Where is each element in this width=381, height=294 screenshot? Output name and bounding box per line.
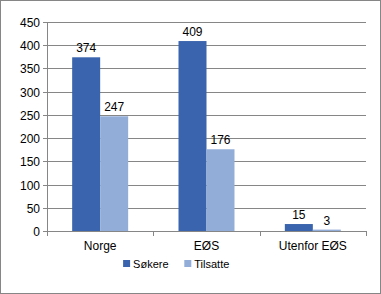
- y-tick-label: 450: [20, 16, 40, 30]
- x-axis: [47, 231, 366, 232]
- grid-line: [47, 231, 366, 232]
- legend-label: Søkere: [133, 258, 168, 270]
- x-tick: [47, 231, 48, 236]
- data-label: 374: [76, 41, 96, 55]
- y-tick-label: 200: [20, 132, 40, 146]
- y-tick: [43, 45, 47, 46]
- x-tick-label: Utenfor EØS: [279, 239, 347, 253]
- data-label: 176: [210, 133, 230, 147]
- y-tick: [43, 22, 47, 23]
- chart-root: 0 50 100 150 200 250 300 350 400 450 374 409 15 247 17…: [0, 0, 381, 294]
- y-tick: [43, 92, 47, 93]
- x-tick-label: EØS: [194, 239, 219, 253]
- legend-swatch: [184, 260, 191, 267]
- legend-swatch: [123, 260, 130, 267]
- y-tick: [43, 161, 47, 162]
- y-tick-label: 0: [33, 225, 40, 239]
- y-axis: [47, 22, 48, 231]
- legend-label: Tilsatte: [194, 258, 229, 270]
- grid-line: [47, 22, 366, 23]
- bar: [313, 230, 341, 231]
- y-tick-label: 100: [20, 179, 40, 193]
- legend: Søkere Tilsatte: [123, 258, 229, 270]
- bars: [72, 41, 341, 231]
- bar: [285, 224, 313, 231]
- bar: [72, 57, 100, 231]
- y-tick: [43, 208, 47, 209]
- y-tick-label: 300: [20, 86, 40, 100]
- data-labels: 374 409 15 247 176 3: [76, 25, 330, 228]
- bar: [100, 116, 128, 231]
- data-label: 247: [104, 100, 124, 114]
- y-tick: [43, 68, 47, 69]
- data-label: 409: [182, 25, 202, 39]
- y-tick-label: 400: [20, 39, 40, 53]
- x-tick: [153, 231, 154, 236]
- bar: [179, 41, 207, 231]
- y-tick: [43, 115, 47, 116]
- y-tick-label: 350: [20, 62, 40, 76]
- data-label: 15: [292, 208, 306, 222]
- y-tick-label: 150: [20, 155, 40, 169]
- x-tick: [260, 231, 261, 236]
- chart: 0 50 100 150 200 250 300 350 400 450 374 409 15 247 17…: [0, 0, 381, 294]
- y-tick: [43, 231, 47, 232]
- y-tick-label: 250: [20, 109, 40, 123]
- y-tick: [43, 185, 47, 186]
- x-tick-label: Norge: [84, 239, 117, 253]
- bar: [207, 149, 235, 231]
- x-tick: [366, 231, 367, 236]
- y-tick: [43, 138, 47, 139]
- chart-border: [1, 1, 381, 294]
- y-tick-label: 50: [27, 202, 41, 216]
- data-label: 3: [323, 214, 330, 228]
